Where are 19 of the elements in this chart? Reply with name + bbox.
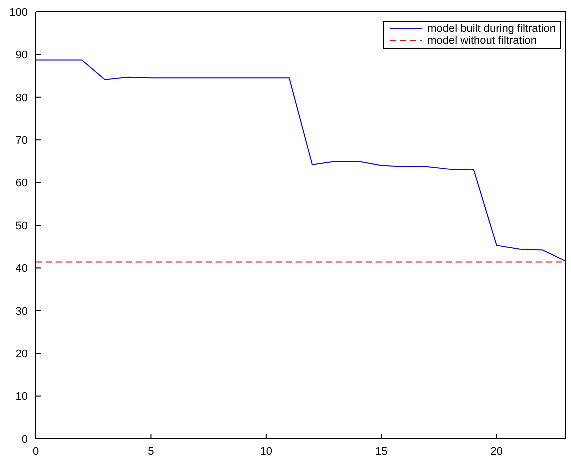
y-tick-label: 90 bbox=[16, 50, 28, 62]
y-tick-label: 100 bbox=[10, 6, 28, 19]
legend-label: model without filtration bbox=[428, 35, 538, 47]
y-tick-label: 70 bbox=[16, 135, 28, 148]
x-tick-label: 5 bbox=[148, 446, 154, 458]
x-tick-label: 0 bbox=[32, 446, 40, 458]
line-series bbox=[36, 60, 566, 262]
y-tick-label: 10 bbox=[16, 391, 28, 404]
y-tick-label: 40 bbox=[16, 263, 28, 276]
legend-label: model built during filtration bbox=[428, 23, 556, 35]
x-tick-label: 10 bbox=[260, 446, 273, 458]
y-tick-label: 80 bbox=[16, 92, 28, 104]
y-tick-label: 30 bbox=[16, 306, 28, 318]
x-tick-label: 20 bbox=[490, 446, 503, 458]
y-tick-label: 20 bbox=[16, 348, 28, 361]
x-tick-label: 15 bbox=[376, 446, 388, 458]
y-tick-label: 50 bbox=[16, 220, 28, 232]
y-tick-label: 0 bbox=[22, 434, 28, 446]
y-tick-label: 60 bbox=[16, 178, 28, 190]
